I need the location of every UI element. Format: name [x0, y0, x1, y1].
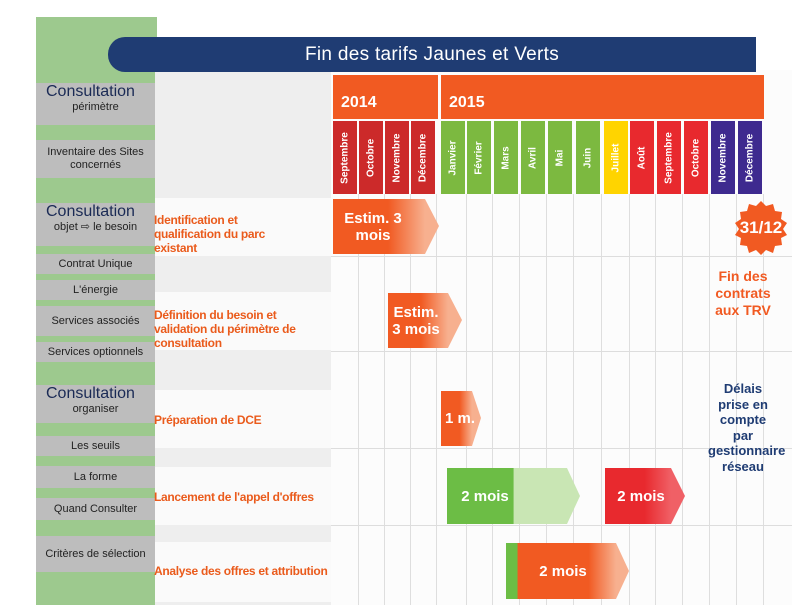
- month-gridline: [436, 194, 437, 605]
- task-row-bg: [155, 198, 331, 256]
- month-label: Novembre: [391, 133, 403, 182]
- sidebar-heading: Consultation: [46, 385, 135, 402]
- title-bar: [108, 37, 756, 72]
- month-gridline: [519, 194, 520, 605]
- sidebar-item-quand[interactable]: Quand Consulter: [36, 498, 155, 520]
- sidebar-heading: Consultation: [46, 203, 135, 220]
- month-column: Août: [630, 121, 654, 194]
- month-gridline: [736, 194, 737, 605]
- month-label: Août: [636, 146, 648, 169]
- month-label: Avril: [527, 146, 539, 169]
- task-arrow-two-months-a: 2 mois: [447, 468, 580, 524]
- task-arrow-two-months-c: 2 mois: [506, 543, 629, 599]
- task-row-bg: [155, 542, 331, 602]
- month-gridline: [601, 194, 602, 605]
- task-label-dce: Préparation de DCE: [154, 413, 262, 427]
- task-row-bg: [155, 292, 331, 350]
- month-gridline: [763, 194, 764, 605]
- month-gridline: [629, 194, 630, 605]
- sidebar-item-inventaire[interactable]: Inventaire des Sites concernés: [36, 140, 155, 178]
- sidebar-item-services-associes[interactable]: Services associés: [36, 306, 155, 336]
- task-row-bg: [155, 390, 331, 448]
- month-gridline: [546, 194, 547, 605]
- row-separator: [331, 256, 792, 257]
- task-arrow-estim-2: Estim. 3 mois: [388, 293, 462, 348]
- month-gridline: [384, 194, 385, 605]
- month-column: Mars: [494, 121, 518, 194]
- task-arrow-one-month: 1 m.: [441, 391, 481, 446]
- month-label: Mai: [554, 149, 566, 166]
- month-column: Septembre: [657, 121, 681, 194]
- month-column: Avril: [521, 121, 545, 194]
- month-label: Juillet: [610, 143, 622, 172]
- month-label: Décembre: [744, 133, 756, 182]
- arrow-label: Estim. 3 mois: [392, 303, 440, 338]
- month-column: Novembre: [711, 121, 735, 194]
- task-arrow-two-months-b: 2 mois: [605, 468, 685, 524]
- sidebar-consultation-organiser[interactable]: Consultation organiser: [36, 385, 155, 423]
- month-gridline: [410, 194, 411, 605]
- task-arrow-estim-1: Estim. 3 mois: [333, 199, 439, 254]
- month-gridline: [573, 194, 574, 605]
- sidebar-item-criteres[interactable]: Critères de sélection: [36, 536, 155, 572]
- sidebar-consultation-perimetre[interactable]: Consultation périmètre: [36, 83, 155, 125]
- month-label: Janvier: [447, 139, 459, 176]
- sidebar-heading: Consultation: [46, 83, 135, 100]
- arrow-label: Estim. 3 mois: [344, 209, 402, 244]
- month-gridline: [682, 194, 683, 605]
- month-gridline: [709, 194, 710, 605]
- month-column: Novembre: [385, 121, 409, 194]
- month-column: Octobre: [359, 121, 383, 194]
- month-label: Octobre: [365, 138, 377, 177]
- month-column: Juin: [576, 121, 600, 194]
- page-title: Fin des tarifs Jaunes et Verts: [304, 44, 559, 65]
- task-label-analyse: Analyse des offres et attribution: [154, 564, 328, 578]
- month-label: Septembre: [663, 131, 675, 184]
- month-label: Mars: [500, 145, 512, 170]
- sidebar-subheading: objet ⇨ le besoin: [53, 221, 138, 233]
- month-column: Février: [467, 121, 491, 194]
- task-label-definition: Définition du besoin et validation du pé…: [154, 308, 296, 350]
- month-column: Mai: [548, 121, 572, 194]
- sidebar-subheading: organiser: [72, 403, 119, 415]
- month-gridline: [655, 194, 656, 605]
- sidebar-item-seuils[interactable]: Les seuils: [36, 436, 155, 456]
- year-header: 2015: [441, 75, 764, 119]
- month-gridline: [492, 194, 493, 605]
- note-fin-contrats: Fin des contrats aux TRV: [715, 268, 771, 318]
- deadline-text: 31/12: [739, 218, 783, 237]
- month-column: Janvier: [441, 121, 465, 194]
- row-separator: [331, 448, 792, 449]
- sidebar-consultation-objet[interactable]: Consultation objet ⇨ le besoin: [36, 203, 155, 246]
- sidebar-subheading: périmètre: [72, 101, 119, 113]
- deadline-badge: [735, 201, 787, 255]
- sidebar-item-services-optionnels[interactable]: Services optionnels: [36, 342, 155, 362]
- month-gridline: [358, 194, 359, 605]
- month-column: Décembre: [411, 121, 435, 194]
- row-separator: [331, 351, 792, 352]
- arrow-label: 2 mois: [617, 487, 665, 505]
- arrow-label: 2 mois: [461, 487, 509, 505]
- sidebar-item-energie[interactable]: L'énergie: [36, 280, 155, 300]
- month-column: Juillet: [604, 121, 628, 194]
- row-separator: [331, 525, 792, 526]
- month-label: Octobre: [690, 138, 702, 177]
- month-column: Décembre: [738, 121, 762, 194]
- arrow-label: 1 m.: [444, 410, 475, 427]
- arrow-label: 2 mois: [539, 562, 587, 580]
- month-label: Novembre: [717, 133, 729, 182]
- note-delais: Délais prise en compte par gestionnaire …: [708, 381, 786, 474]
- month-label: Juin: [582, 147, 594, 168]
- month-label: Septembre: [339, 131, 351, 184]
- month-column: Octobre: [684, 121, 708, 194]
- month-column: Septembre: [333, 121, 357, 194]
- task-label-identification: Identification et qualification du parc …: [154, 213, 266, 255]
- sidebar-item-contrat-unique[interactable]: Contrat Unique: [36, 254, 155, 274]
- task-label-lancement: Lancement de l'appel d'offres: [154, 490, 314, 504]
- task-row-bg: [155, 467, 331, 525]
- month-label: Février: [473, 140, 485, 175]
- sidebar-item-forme[interactable]: La forme: [36, 466, 155, 488]
- year-header: 2014: [333, 75, 438, 119]
- month-label: Décembre: [417, 133, 429, 182]
